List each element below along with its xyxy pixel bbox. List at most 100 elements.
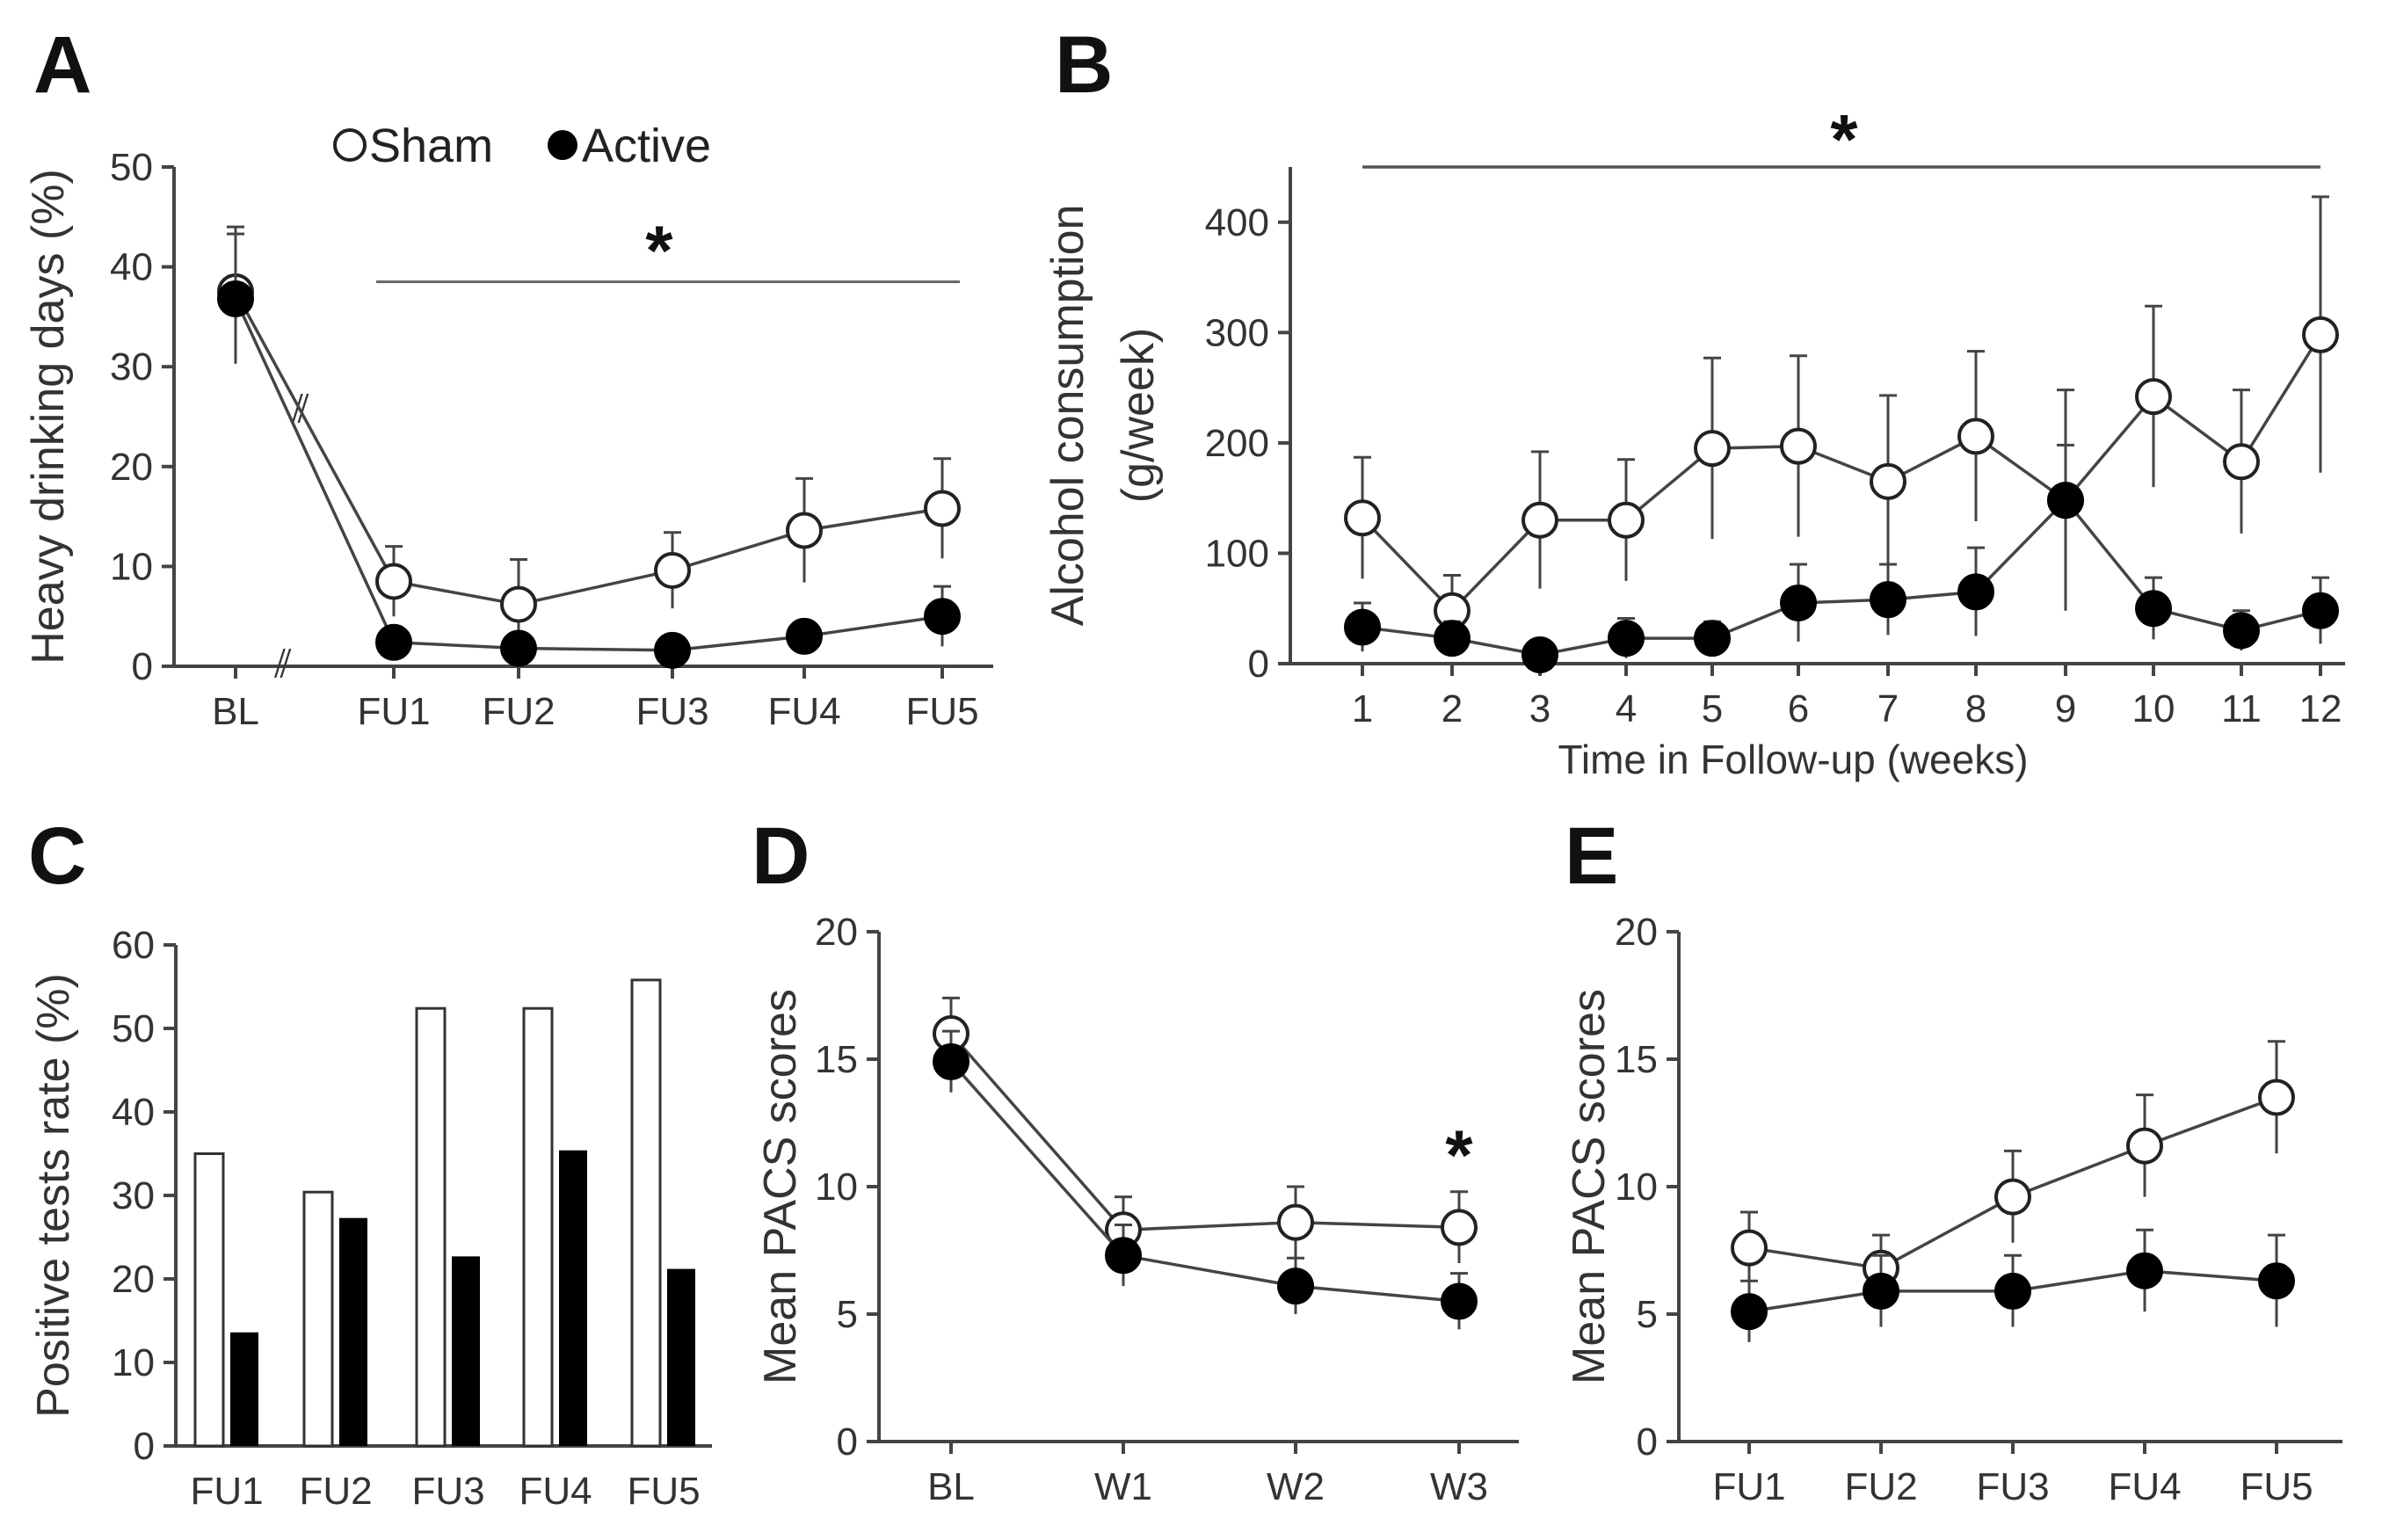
panel-a-xtick-label: FU1 — [357, 690, 430, 733]
panel-a-significance-star: * — [645, 212, 673, 290]
panel-b-sham-point — [2135, 378, 2172, 416]
panel-a-ytick-label: 10 — [110, 545, 153, 588]
panel-a-active-line — [234, 298, 943, 652]
panel-b-xtick-label: 5 — [1702, 687, 1723, 730]
panel-c-sham-bar — [302, 1190, 334, 1448]
panel-b-xtick-label: 4 — [1616, 687, 1637, 730]
panel-d-significance-star: * — [1445, 1115, 1473, 1194]
panel-a-active-point — [217, 280, 254, 317]
panel-e-xtick-label: FU5 — [2240, 1465, 2313, 1508]
panel-b-xtick-label: 3 — [1529, 687, 1550, 730]
panel-d-xtick-label: W3 — [1430, 1465, 1488, 1508]
panel-e-xtick-label: FU2 — [1844, 1465, 1917, 1508]
panel-e-sham-point — [1731, 1229, 1768, 1267]
panel-c-y-label: Positive tests rate (%) — [28, 973, 79, 1418]
legend-active-marker — [548, 130, 577, 160]
panel-letter-d: D — [752, 811, 810, 901]
panel-b-xtick-label: 7 — [1877, 687, 1899, 730]
panel-d-active-point — [1105, 1237, 1142, 1275]
panel-c-ytick-label: 40 — [112, 1091, 155, 1134]
panel-a-sham-point — [654, 551, 691, 589]
panel-d-xtick-label: BL — [927, 1465, 975, 1508]
panel-a-axis-break: ⫽ — [273, 643, 292, 686]
panel-c-ytick-label: 30 — [112, 1174, 155, 1217]
panel-b-active-point — [1957, 573, 1994, 611]
legend: Sham Active — [333, 120, 711, 172]
legend-sham-label: Sham — [369, 120, 493, 172]
panel-c-sham-bar — [193, 1152, 225, 1448]
panel-a-active-point — [375, 623, 412, 661]
panel-c-active-bar — [339, 1217, 367, 1446]
panel-b-chart: 0 100 200 300 400 Alcohol consumption (g/week)… — [1042, 100, 2345, 782]
panel-b-sham-point — [1344, 499, 1381, 537]
panel-c-active-bar — [667, 1268, 695, 1446]
panel-b-active-point — [1870, 581, 1906, 619]
panel-d-sham-point — [1441, 1209, 1478, 1246]
panel-c-xtick-label: FU5 — [627, 1470, 700, 1513]
panel-b-sham-point — [1521, 501, 1558, 539]
panel-a-ytick-label: 0 — [132, 645, 153, 688]
panel-c-ytick-label: 10 — [112, 1341, 155, 1384]
panel-d-ytick-label: 20 — [815, 911, 858, 954]
panel-e-ytick-label: 15 — [1615, 1038, 1658, 1081]
panel-b-xtick-label: 8 — [1965, 687, 1986, 730]
panel-d-active-point — [1277, 1268, 1314, 1305]
legend-active-label: Active — [582, 120, 711, 172]
panel-a-sham-point — [924, 490, 961, 527]
panel-d-ytick-label: 15 — [815, 1038, 858, 1081]
panel-b-active-point — [2302, 592, 2339, 629]
panel-d-ytick-label: 5 — [837, 1293, 858, 1336]
panel-b-ytick-label: 200 — [1205, 422, 1269, 465]
panel-b-active-point — [2047, 482, 2084, 519]
panel-d-ytick-label: 0 — [837, 1420, 858, 1464]
legend-sham-marker — [333, 128, 367, 162]
panel-b-sham-point — [2302, 316, 2339, 353]
panel-e-ytick-label: 5 — [1637, 1293, 1658, 1336]
panel-c-ytick-label: 0 — [134, 1425, 155, 1468]
panel-a-xtick-label: BL — [212, 690, 259, 733]
panel-b-active-line — [1362, 498, 2321, 657]
panel-d-sham-line — [949, 1032, 1460, 1232]
panel-b-active-point — [1780, 584, 1817, 621]
panel-b-active-point — [1608, 620, 1645, 657]
panel-b-sham-point — [1694, 430, 1731, 468]
panel-a-sham-point — [786, 512, 823, 549]
panel-b-xtick-label: 10 — [2132, 687, 2175, 730]
panel-d-active-point — [933, 1042, 970, 1080]
panel-b-ytick-label: 400 — [1205, 201, 1269, 244]
panel-a-xtick-label: FU4 — [767, 690, 840, 733]
panel-b-ytick-label: 300 — [1205, 311, 1269, 354]
panel-a-active-point — [786, 617, 823, 655]
panel-a-ytick-label: 50 — [110, 146, 153, 189]
panel-e-ytick-label: 0 — [1637, 1420, 1658, 1464]
panel-d-y-label: Mean PACS scores — [755, 989, 806, 1384]
panel-c-xtick-label: FU4 — [519, 1470, 592, 1513]
panel-b-active-point — [1694, 620, 1731, 657]
panel-b-ytick-label: 100 — [1205, 532, 1269, 575]
panel-b-active-point — [1521, 636, 1558, 673]
panel-e-xtick-label: FU4 — [2108, 1465, 2181, 1508]
panel-a-sham-point — [500, 585, 537, 623]
panel-b-sham-point — [1957, 418, 1994, 455]
panel-letter-a: A — [33, 20, 91, 110]
panel-d-sham-point — [1277, 1203, 1314, 1241]
panel-c-sham-bar — [415, 1006, 447, 1448]
panel-a-active-point — [500, 629, 537, 667]
panel-d-xtick-label: W1 — [1094, 1465, 1152, 1508]
panel-d-active-point — [1441, 1282, 1478, 1320]
panel-b-active-point — [2135, 590, 2172, 628]
panel-c-sham-bar — [630, 978, 662, 1448]
panel-e-xtick-label: FU1 — [1712, 1465, 1785, 1508]
panel-b-xtick-label: 11 — [2221, 687, 2262, 730]
panel-e-ytick-label: 20 — [1615, 911, 1658, 954]
panel-a-chart: 0 10 20 30 40 50 Heavy drinking days (%) BL FU1 F… — [23, 146, 993, 733]
panel-c-chart: 0 10 20 30 40 50 60 Positive tests rate (%) FU1 F… — [28, 924, 712, 1513]
panel-b-y-label: Alcohol consumption — [1042, 205, 1093, 627]
panel-c-active-bar — [559, 1150, 587, 1446]
panel-letter-e: E — [1565, 811, 1618, 901]
panel-e-ytick-label: 10 — [1615, 1166, 1658, 1209]
panel-b-xtick-label: 1 — [1352, 687, 1373, 730]
panel-e-active-point — [1863, 1272, 1899, 1310]
